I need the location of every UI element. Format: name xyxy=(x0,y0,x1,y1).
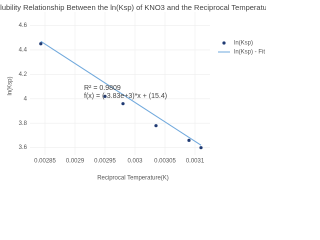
y-axis-label: ln(Ksp) xyxy=(8,76,14,95)
data-point xyxy=(154,124,158,128)
legend-label: ln(Ksp) xyxy=(234,41,253,47)
x-tick-label: 0.0029 xyxy=(66,159,85,165)
y-tick-label: 4.6 xyxy=(19,23,28,29)
x-tick-label: 0.003 xyxy=(127,159,143,165)
legend-swatch xyxy=(222,41,226,45)
y-tick-label: 3.8 xyxy=(19,121,28,127)
y-tick-label: 3.6 xyxy=(19,145,28,151)
y-tick-label: 4.4 xyxy=(19,47,28,53)
legend-label: ln(Ksp) - Fit xyxy=(234,50,265,56)
data-point xyxy=(199,146,203,150)
chart: olubility Relationship Between the ln(Ks… xyxy=(0,3,266,182)
fit-line xyxy=(40,40,202,146)
data-point xyxy=(121,102,125,106)
x-tick-label: 0.0031 xyxy=(186,159,205,165)
data-point xyxy=(187,138,191,142)
chart-title: olubility Relationship Between the ln(Ks… xyxy=(0,3,266,12)
annotation: f(x) = (-3.83e+3)*x + (15.4) xyxy=(84,93,167,100)
x-tick-label: 0.00295 xyxy=(94,159,116,165)
data-point xyxy=(39,42,43,46)
x-tick-label: 0.00285 xyxy=(34,159,56,165)
y-tick-label: 4 xyxy=(24,96,28,102)
y-tick-label: 4.2 xyxy=(19,72,28,78)
x-tick-label: 0.00305 xyxy=(154,159,176,165)
data-point xyxy=(103,94,107,98)
x-axis-label: Reciprocal Temperature(K) xyxy=(97,176,169,182)
annotation: R² = 0.9809 xyxy=(84,85,121,92)
page: {"chart_data": {"type": "scatter", "titl… xyxy=(0,2,266,182)
